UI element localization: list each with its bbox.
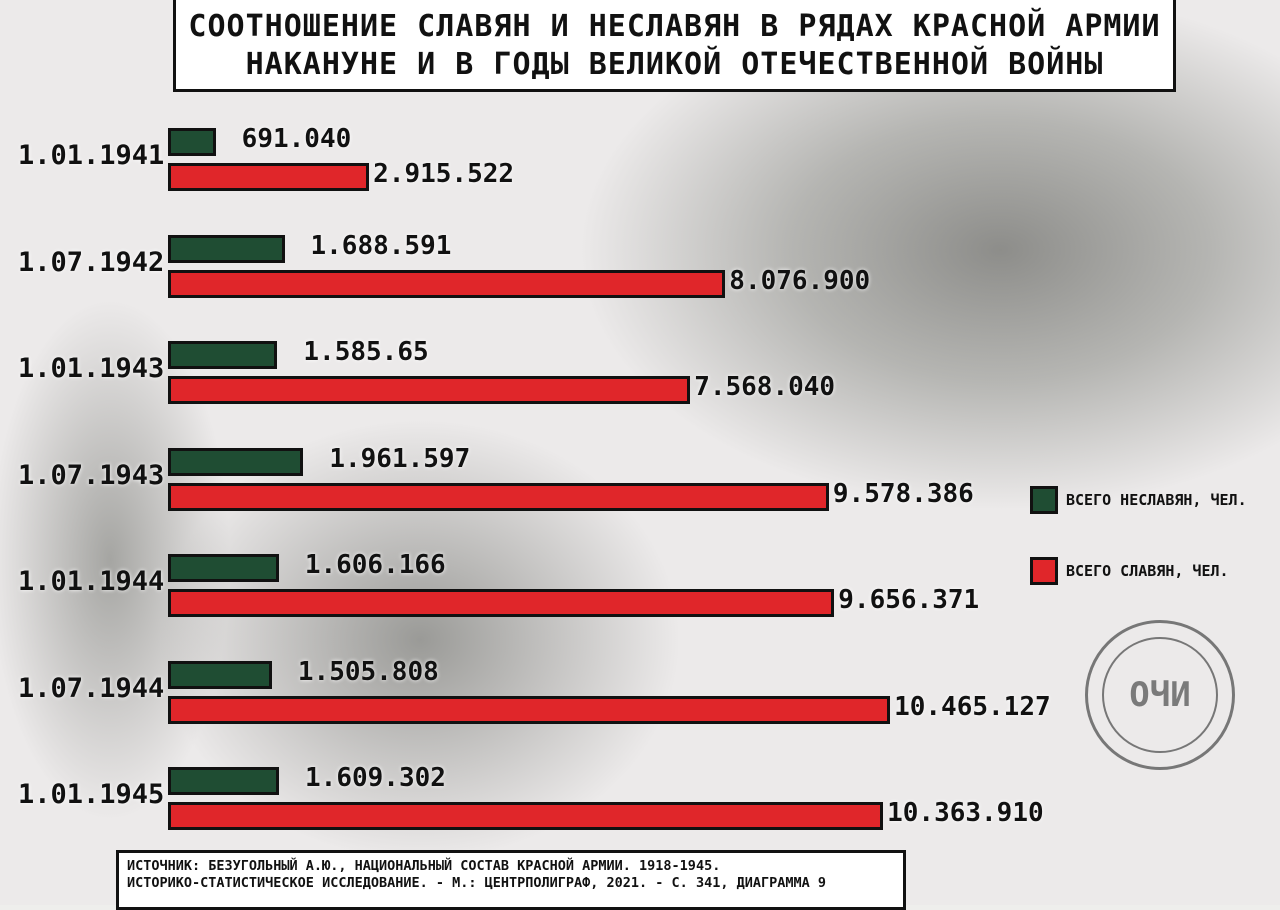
data-label: 8.076.900	[729, 265, 871, 296]
legend-label: ВСЕГО СЛАВЯН, ЧЕЛ.	[1066, 562, 1229, 580]
data-label: 1.505.808	[297, 656, 439, 687]
source-line-2: ИСТОРИКО-СТАТИСТИЧЕСКОЕ ИССЛЕДОВАНИЕ. - …	[127, 875, 826, 891]
category-label: 1.01.1945	[18, 779, 165, 810]
bar-non-slavs	[168, 767, 280, 795]
data-label: 10.363.910	[887, 798, 1044, 828]
bar-non-slavs	[168, 128, 216, 156]
chart-title: СООТНОШЕНИЕ СЛАВЯН И НЕСЛАВЯН В РЯДАХ КР…	[173, 0, 1176, 92]
bar-slavs	[168, 802, 884, 830]
bar-slavs	[168, 695, 891, 724]
data-label: 9.578.386	[832, 478, 974, 509]
category-label: 1.07.1944	[18, 672, 165, 704]
data-label: 1.606.166	[304, 550, 446, 580]
bar-non-slavs	[168, 341, 278, 369]
bar-non-slavs	[168, 234, 285, 263]
data-label: 691.040	[241, 124, 352, 154]
data-label: 1.609.302	[305, 763, 446, 793]
bar-slavs	[168, 589, 835, 617]
bar-slavs	[168, 376, 691, 404]
legend-swatch-green	[1030, 486, 1058, 514]
data-label: 7.568.040	[694, 372, 836, 402]
stamp-logo: ОЧИ	[1085, 620, 1235, 770]
category-label: 1.07.1943	[18, 459, 165, 491]
data-label: 1.688.591	[310, 230, 452, 261]
source-note: ИСТОЧНИК: БЕЗУГОЛЬНЫЙ А.Ю., НАЦИОНАЛЬНЫЙ…	[116, 850, 906, 910]
legend-swatch-red	[1030, 557, 1058, 585]
source-line-1: ИСТОЧНИК: БЕЗУГОЛЬНЫЙ А.Ю., НАЦИОНАЛЬНЫЙ…	[127, 858, 721, 874]
bar-non-slavs	[168, 660, 272, 689]
data-label: 10.465.127	[894, 691, 1051, 722]
data-label: 1.585.65	[303, 337, 429, 367]
bar-slavs	[168, 482, 829, 511]
legend-item-slavs: ВСЕГО СЛАВЯН, ЧЕЛ.	[1030, 557, 1229, 585]
stamp-center: ОЧИ	[1102, 637, 1218, 753]
legend-label: ВСЕГО НЕСЛАВЯН, ЧЕЛ.	[1066, 491, 1247, 509]
bar-non-slavs	[168, 447, 304, 476]
bar-slavs	[168, 269, 726, 298]
data-label: 9.656.371	[838, 585, 980, 615]
category-label: 1.01.1941	[18, 140, 165, 171]
category-label: 1.07.1942	[18, 246, 165, 278]
title-line-1: СООТНОШЕНИЕ СЛАВЯН И НЕСЛАВЯН В РЯДАХ КР…	[188, 9, 1161, 44]
category-label: 1.01.1944	[18, 566, 165, 597]
bar-non-slavs	[168, 554, 279, 582]
data-label: 2.915.522	[373, 159, 515, 189]
legend-item-non-slavs: ВСЕГО НЕСЛАВЯН, ЧЕЛ.	[1030, 486, 1247, 514]
data-label: 1.961.597	[329, 443, 471, 474]
category-label: 1.01.1943	[18, 353, 165, 384]
title-line-2: НАКАНУНЕ И В ГОДЫ ВЕЛИКОЙ ОТЕЧЕСТВЕННОЙ …	[245, 47, 1104, 82]
bar-slavs	[168, 163, 370, 191]
